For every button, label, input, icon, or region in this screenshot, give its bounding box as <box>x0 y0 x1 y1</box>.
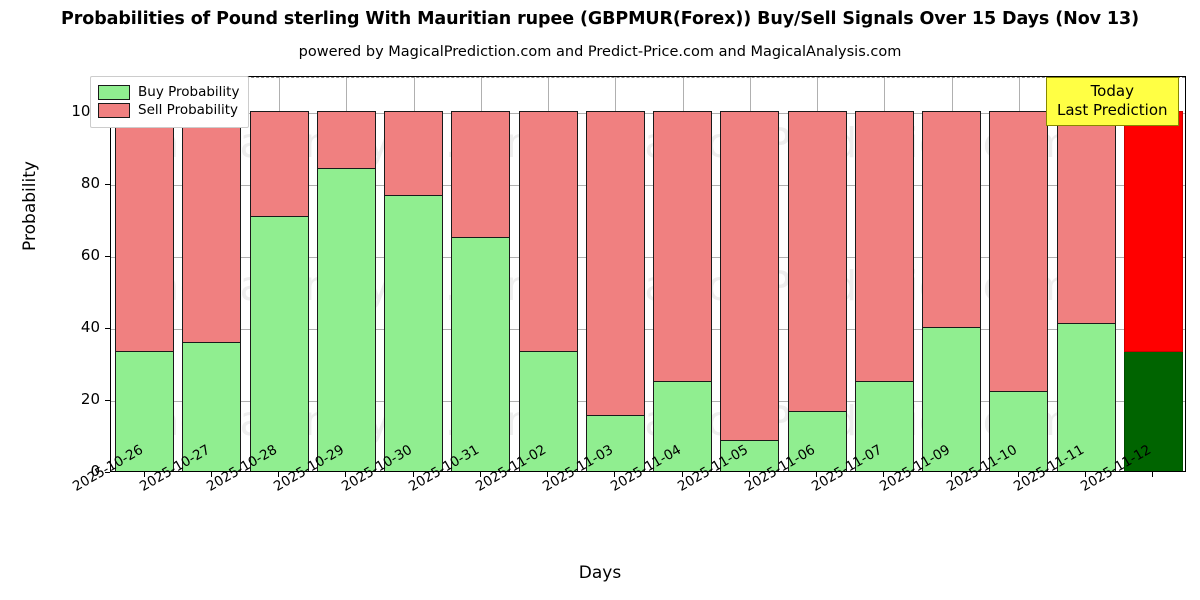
bar-segment-buy[interactable] <box>922 326 982 471</box>
x-axis-tick <box>681 472 683 477</box>
x-axis-tick <box>950 472 952 477</box>
bar-segment-sell[interactable] <box>653 111 713 383</box>
bar-group[interactable] <box>384 77 444 471</box>
bar-segment-buy[interactable] <box>316 167 376 471</box>
bar-segment-sell[interactable] <box>787 111 847 413</box>
bar-segment-buy[interactable] <box>653 381 713 471</box>
today-annotation-line1: Today <box>1090 82 1134 100</box>
bar-segment-sell[interactable] <box>720 111 780 441</box>
x-axis-tick <box>143 472 145 477</box>
gridline-horizontal <box>111 401 1185 402</box>
legend-item: Sell Probability <box>98 103 239 118</box>
bar-group[interactable] <box>585 77 645 471</box>
legend-swatch <box>98 85 130 100</box>
bar-group[interactable] <box>518 77 578 471</box>
bar-segment-buy[interactable] <box>854 381 914 471</box>
bar-segment-sell[interactable] <box>854 111 914 383</box>
y-axis-tick-label: 0 <box>90 462 100 480</box>
gridline-horizontal <box>111 185 1185 186</box>
gridline-horizontal <box>111 329 1185 330</box>
chart-legend: Buy Probability Sell Probability <box>90 76 250 128</box>
bar-segment-buy[interactable] <box>1123 351 1183 471</box>
bar-segment-buy[interactable] <box>182 341 242 471</box>
chart-subtitle: powered by MagicalPrediction.com and Pre… <box>298 44 902 60</box>
y-axis-tick-label: 40 <box>80 318 100 336</box>
bar-group[interactable] <box>653 77 713 471</box>
bar-group[interactable] <box>1056 77 1116 471</box>
y-axis-tick <box>105 256 110 257</box>
y-axis-tick-label: 20 <box>80 390 100 408</box>
bar-segment-buy[interactable] <box>451 237 511 471</box>
bar-segment-buy[interactable] <box>249 215 309 471</box>
bar-group[interactable] <box>854 77 914 471</box>
bar-segment-sell[interactable] <box>115 111 175 353</box>
bar-group[interactable] <box>720 77 780 471</box>
bar-segment-buy[interactable] <box>518 351 578 471</box>
x-axis-tick <box>1085 472 1087 477</box>
x-axis-tick <box>345 472 347 477</box>
bar-group[interactable] <box>182 77 242 471</box>
bar-group[interactable] <box>989 77 1049 471</box>
legend-item: Buy Probability <box>98 85 239 100</box>
x-axis-tick <box>816 472 818 477</box>
x-axis-label: Days <box>578 563 622 583</box>
plot-area: MagicalAnalysis.comMagicalPrediction.com… <box>110 76 1186 472</box>
bar-segment-buy[interactable] <box>989 391 1049 471</box>
bar-segment-sell[interactable] <box>1123 111 1183 353</box>
legend-label: Sell Probability <box>138 101 239 118</box>
threshold-line <box>111 77 1185 78</box>
bar-segment-sell[interactable] <box>585 111 645 417</box>
y-axis-label: Probability <box>20 161 40 251</box>
x-axis-tick <box>412 472 414 477</box>
y-axis-tick <box>105 400 110 401</box>
y-axis-tick-label: 60 <box>80 246 100 264</box>
gridline-horizontal <box>111 113 1185 114</box>
x-axis-tick <box>748 472 750 477</box>
bar-segment-sell[interactable] <box>316 111 376 169</box>
x-axis-tick <box>278 472 280 477</box>
bar-segment-buy[interactable] <box>115 351 175 471</box>
bar-segment-buy[interactable] <box>1056 322 1116 471</box>
bar-segment-buy[interactable] <box>585 414 645 471</box>
bar-segment-sell[interactable] <box>518 111 578 353</box>
bar-group[interactable] <box>249 77 309 471</box>
bar-segment-sell[interactable] <box>1056 111 1116 324</box>
legend-label: Buy Probability <box>138 83 240 100</box>
bar-segment-sell[interactable] <box>182 111 242 343</box>
x-axis-tick <box>479 472 481 477</box>
x-axis-tick <box>1152 472 1154 477</box>
y-axis-tick <box>105 328 110 329</box>
bar-group[interactable] <box>115 77 175 471</box>
bar-group[interactable] <box>451 77 511 471</box>
y-axis-tick-label: 80 <box>80 174 100 192</box>
x-axis-tick <box>883 472 885 477</box>
bar-segment-sell[interactable] <box>451 111 511 239</box>
x-axis-tick <box>547 472 549 477</box>
bar-segment-sell[interactable] <box>384 111 444 197</box>
y-axis-tick <box>105 472 110 473</box>
legend-swatch <box>98 103 130 118</box>
bar-segment-sell[interactable] <box>922 111 982 328</box>
x-axis-tick <box>1017 472 1019 477</box>
today-annotation: Today Last Prediction <box>1046 77 1179 126</box>
bar-group[interactable] <box>316 77 376 471</box>
chart-title: Probabilities of Pound sterling With Mau… <box>61 9 1139 29</box>
bar-group[interactable] <box>922 77 982 471</box>
bar-group[interactable] <box>787 77 847 471</box>
x-axis-tick <box>614 472 616 477</box>
today-annotation-line2: Last Prediction <box>1057 100 1168 119</box>
bar-segment-sell[interactable] <box>249 111 309 217</box>
bar-segment-sell[interactable] <box>989 111 1049 393</box>
bar-group-today[interactable] <box>1123 77 1183 471</box>
x-axis-tick <box>210 472 212 477</box>
gridline-horizontal <box>111 257 1185 258</box>
bar-segment-buy[interactable] <box>384 194 444 471</box>
y-axis-tick <box>105 184 110 185</box>
bar-segment-buy[interactable] <box>720 439 780 471</box>
